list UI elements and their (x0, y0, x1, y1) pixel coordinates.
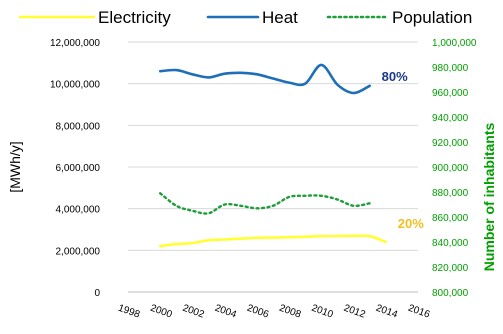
x-tick-label: 2000 (149, 303, 174, 321)
y-left-axis-title: [MWh/y] (7, 141, 23, 192)
x-tick-label: 2002 (181, 303, 206, 321)
axes: 0 2,000,000 4,000,000 6,000,000 8,000,000 10,… (7, 38, 497, 321)
y-left-tick-label: 2,000,000 (56, 246, 101, 257)
series-line-population (159, 192, 371, 215)
labels: 80% 20% (382, 69, 425, 231)
y-right-tick-label: 1,000,000 (432, 38, 477, 49)
legend: Electricity Heat Population (18, 8, 472, 27)
y-left-tick-label: 6,000,000 (56, 163, 101, 174)
y-right-tick-label: 900,000 (432, 163, 469, 174)
y-left-tick-label: 0 (94, 288, 100, 299)
x-tick-label: 2006 (245, 303, 270, 321)
y-right-tick-label: 860,000 (432, 213, 469, 224)
y-right-tick-label: 840,000 (432, 238, 469, 249)
y-left-tick-label: 10,000,000 (50, 80, 100, 91)
y-right-tick-label: 880,000 (432, 188, 469, 199)
legend-label-heat: Heat (262, 8, 298, 27)
x-tick-label: 2010 (310, 303, 335, 321)
y-left-tick-label: 12,000,000 (50, 38, 100, 49)
y-right-tick-label: 980,000 (432, 63, 469, 74)
legend-label-electricity: Electricity (98, 8, 171, 27)
series-line-heat (158, 63, 371, 95)
legend-label-population: Population (392, 8, 472, 27)
x-tick-label: 2012 (342, 303, 367, 321)
y-right-axis-title: Number of inhabitants (481, 123, 497, 272)
y-right-tick-label: 800,000 (432, 288, 469, 299)
y-right-tick-label: 960,000 (432, 88, 469, 99)
x-tick-label: 2004 (213, 303, 238, 321)
grid (128, 41, 418, 251)
y-right-tick-label: 920,000 (432, 138, 469, 149)
y-right-tick-label: 820,000 (432, 263, 469, 274)
y-right-tick-label: 940,000 (432, 113, 469, 124)
series-line-electricity (158, 234, 388, 248)
x-tick-label: 2014 (374, 303, 399, 321)
series-layer (158, 63, 388, 248)
x-tick-label: 2008 (278, 303, 303, 321)
annotation-80pct: 80% (382, 69, 408, 84)
y-left-tick-label: 8,000,000 (56, 121, 101, 132)
x-tick-label: 1998 (117, 303, 142, 321)
annotation-20pct: 20% (398, 216, 424, 231)
y-left-tick-label: 4,000,000 (56, 205, 101, 216)
x-tick-label: 2016 (407, 303, 432, 321)
